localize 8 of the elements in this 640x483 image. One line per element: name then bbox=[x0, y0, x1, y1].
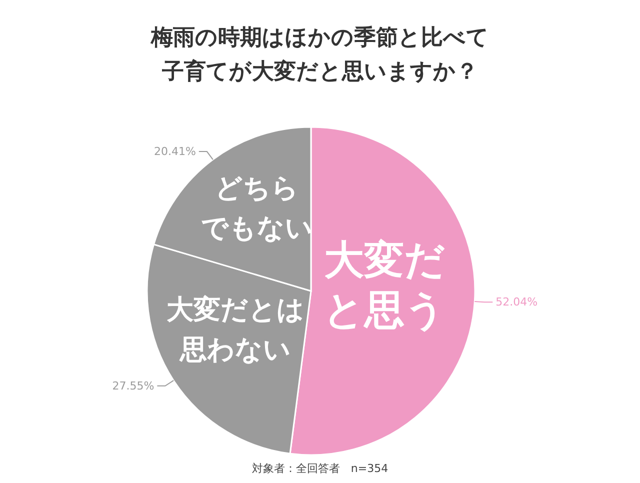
data-label: 20.41% bbox=[154, 145, 196, 158]
chart-title: 梅雨の時期はほかの季節と比べて子育てが大変だと思いますか？ bbox=[150, 26, 489, 84]
slice-label: 大変だと思う bbox=[324, 238, 446, 334]
slice-label: 大変だとは思わない bbox=[166, 294, 304, 366]
slice-label: どちらでもない bbox=[201, 173, 314, 244]
data-label: 27.55% bbox=[112, 379, 154, 392]
text: 対象者：全回答者 n=354 bbox=[252, 462, 388, 475]
data-label: 52.04% bbox=[496, 296, 538, 309]
